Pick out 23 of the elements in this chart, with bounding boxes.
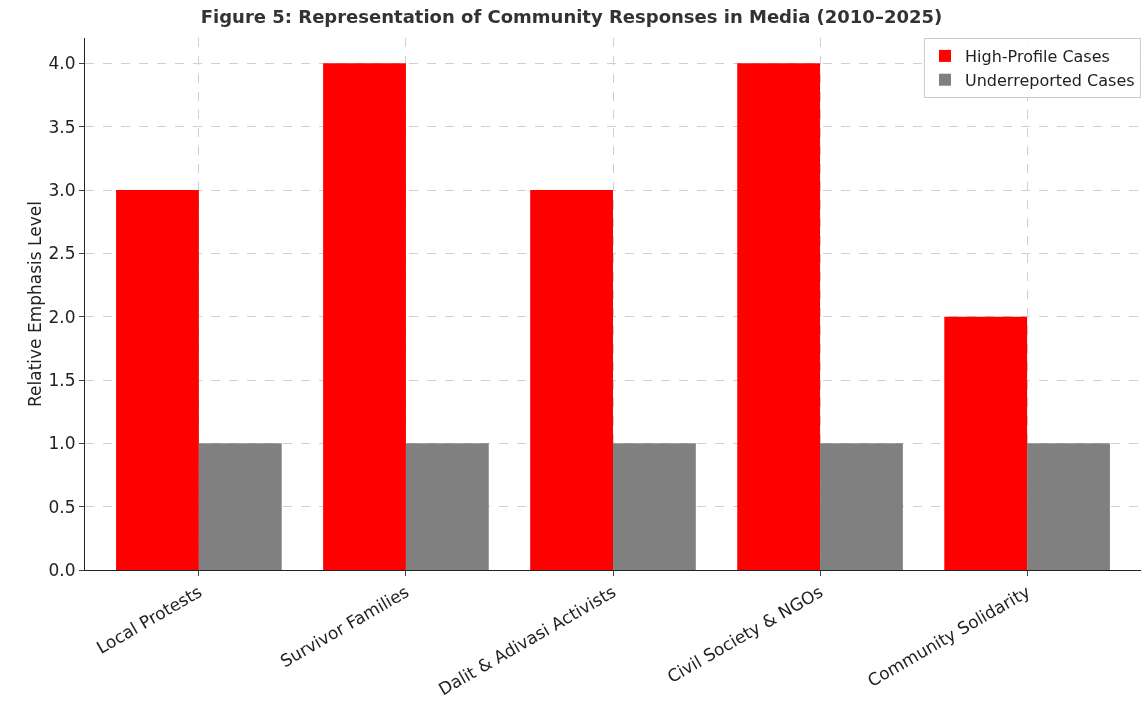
y-tick-label: 0.0 bbox=[48, 559, 76, 580]
bar bbox=[820, 443, 903, 570]
y-tick-label: 2.5 bbox=[48, 243, 76, 264]
legend-label: High-Profile Cases bbox=[965, 47, 1110, 67]
bar bbox=[198, 443, 282, 570]
y-tick-label: 4.0 bbox=[48, 53, 76, 74]
y-tick-label: 0.5 bbox=[48, 496, 76, 517]
bar bbox=[323, 63, 406, 570]
y-tick-label: 1.0 bbox=[48, 433, 76, 454]
y-tick-label: 1.5 bbox=[48, 369, 76, 390]
y-tick-label: 2.0 bbox=[48, 306, 76, 327]
bar bbox=[944, 316, 1028, 570]
y-tick-label: 3.0 bbox=[48, 179, 76, 200]
bar bbox=[1027, 443, 1110, 570]
bar bbox=[613, 443, 696, 570]
y-axis-title: Relative Emphasis Level bbox=[25, 201, 45, 407]
chart-title: Figure 5: Representation of Community Responses in Media (2010–2025) bbox=[200, 6, 943, 28]
legend-label: Underreported Cases bbox=[965, 70, 1135, 90]
y-tick-label: 3.5 bbox=[48, 116, 76, 137]
bar bbox=[405, 443, 489, 570]
bar bbox=[737, 63, 821, 570]
bar bbox=[530, 190, 613, 570]
bar bbox=[116, 190, 199, 570]
